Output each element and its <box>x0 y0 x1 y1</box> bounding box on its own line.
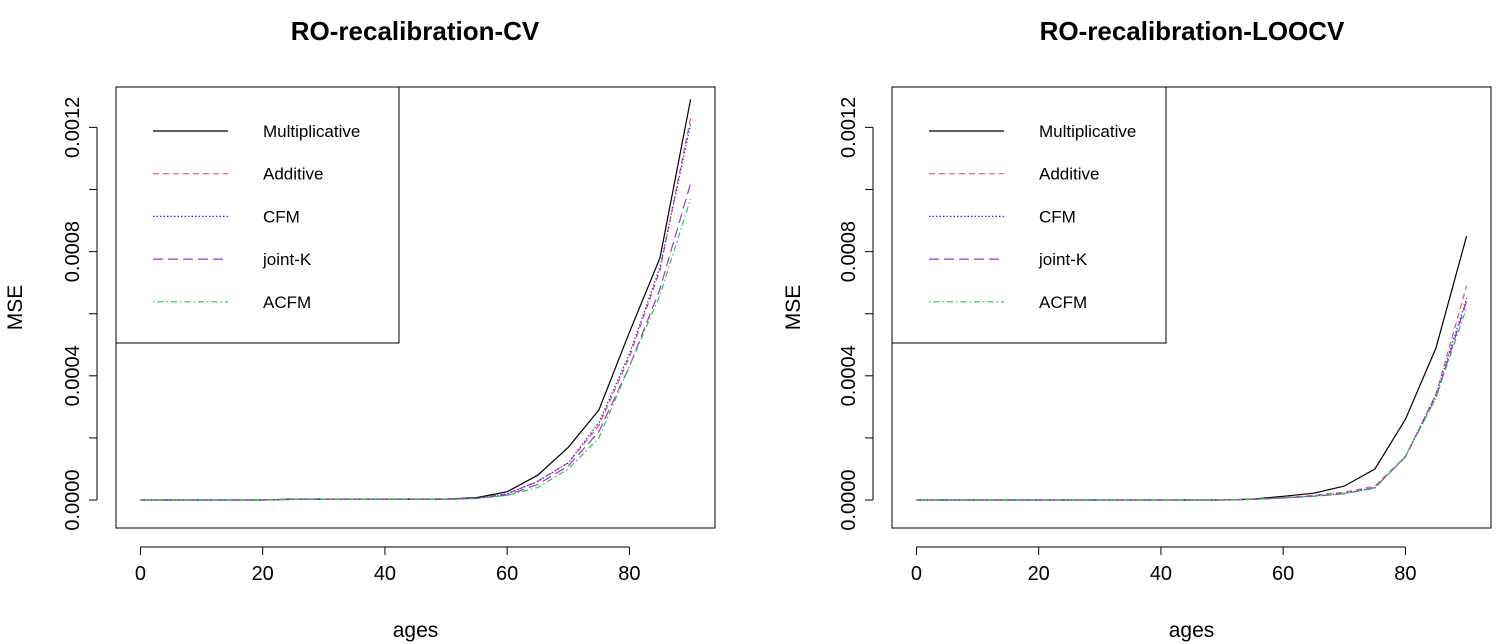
series-line-acfm <box>140 198 692 501</box>
y-axis-label: MSE <box>4 285 27 331</box>
x-axis: 0 20 40 60 80 <box>911 546 1417 585</box>
y-tick-label: 0.0000 <box>838 469 860 530</box>
legend-label: Additive <box>263 165 323 184</box>
series-line-acfm <box>916 307 1468 501</box>
chart-panel-2: RO-recalibration-LOOCV 0 20 40 60 80 ages 0.000… <box>782 16 1492 642</box>
x-tick-label: 40 <box>1150 563 1172 585</box>
x-tick-label: 20 <box>1028 563 1050 585</box>
x-tick-label: 20 <box>252 563 274 585</box>
legend-label: CFM <box>263 207 300 226</box>
legend-label: CFM <box>1039 207 1076 226</box>
y-tick-label: 0.0008 <box>62 221 84 282</box>
x-tick-label: 40 <box>374 563 396 585</box>
y-axis: 0.0000 0.0004 0.0008 0.0012 <box>838 97 874 531</box>
x-tick-label: 80 <box>1394 563 1416 585</box>
x-axis: 0 20 40 60 80 <box>135 546 641 585</box>
x-tick-label: 0 <box>135 563 146 585</box>
legend-label: Additive <box>1039 165 1099 184</box>
legend-label: Multiplicative <box>1039 122 1136 141</box>
y-axis: 0.0000 0.0004 0.0008 0.0012 <box>62 97 98 531</box>
y-axis-label: MSE <box>782 285 805 331</box>
legend-label: ACFM <box>1039 293 1087 312</box>
legend-label: joint-K <box>262 250 312 269</box>
series-group <box>916 235 1468 501</box>
x-axis-label: ages <box>1169 619 1215 642</box>
x-axis-label: ages <box>393 619 439 642</box>
chart-title: RO-recalibration-LOOCV <box>1040 16 1345 46</box>
legend-label: Multiplicative <box>263 122 360 141</box>
legend-box <box>115 86 400 344</box>
y-tick-label: 0.0004 <box>838 345 860 406</box>
legend-label: joint-K <box>1038 250 1088 269</box>
legend-box <box>891 86 1167 344</box>
x-tick-label: 60 <box>1272 563 1294 585</box>
chart-panel-1: RO-recalibration-CV0 20 40 60 80ages0.00000.… <box>4 16 716 642</box>
x-tick-label: 0 <box>911 563 922 585</box>
x-tick-label: 80 <box>618 563 640 585</box>
y-tick-label: 0.0008 <box>838 221 860 282</box>
y-tick-label: 0.0012 <box>838 97 860 158</box>
legend-label: ACFM <box>263 293 311 312</box>
legend: Multiplicative Additive CFM joint-K ACFM <box>115 86 400 344</box>
x-tick-label: 60 <box>496 563 518 585</box>
chart-title: RO-recalibration-CV <box>291 16 540 46</box>
legend: Multiplicative Additive CFM joint-K ACFM <box>891 86 1167 344</box>
y-tick-label: 0.0004 <box>62 345 84 406</box>
y-tick-label: 0.0000 <box>62 469 84 530</box>
series-group <box>140 99 692 501</box>
y-tick-label: 0.0012 <box>62 97 84 158</box>
